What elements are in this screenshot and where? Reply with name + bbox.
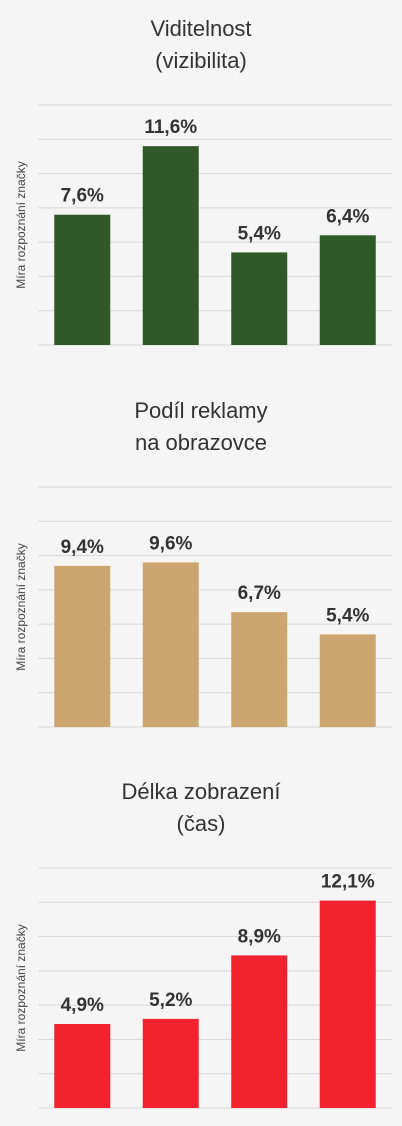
bar xyxy=(54,565,111,727)
y-axis-label: Míra rozpoznání značky xyxy=(14,543,28,670)
value-label: 11,6% xyxy=(144,117,197,138)
value-label: 6,4% xyxy=(326,206,369,227)
bar xyxy=(54,1024,111,1108)
bar xyxy=(231,955,288,1108)
value-label: 12,1% xyxy=(321,872,375,893)
bar xyxy=(142,1018,199,1108)
value-label: 9,6% xyxy=(149,533,192,554)
bar xyxy=(142,146,199,345)
bar xyxy=(231,252,288,345)
chart-title: (čas) xyxy=(177,811,226,836)
y-axis-label: Míra rozpoznání značky xyxy=(14,161,28,288)
bar xyxy=(319,900,376,1108)
value-label: 9,4% xyxy=(61,537,104,558)
value-label: 4,9% xyxy=(61,995,104,1016)
value-label: 5,4% xyxy=(326,605,369,626)
bar xyxy=(231,612,288,727)
value-label: 5,4% xyxy=(238,223,281,244)
y-axis-label: Míra rozpoznání značky xyxy=(14,924,28,1051)
chart-title: Podíl reklamy xyxy=(134,398,267,423)
chart-title: (vizibilita) xyxy=(155,48,247,73)
bar xyxy=(54,214,111,345)
chart-title: Délka zobrazení xyxy=(122,779,281,804)
value-label: 6,7% xyxy=(238,583,281,604)
chart-title: Viditelnost xyxy=(150,16,251,41)
chart: Viditelnost (vizibilita) Míra rozpoznání z… xyxy=(14,16,392,346)
bar xyxy=(142,562,199,727)
chart: Délka zobrazení (čas) Míra rozpoznání znač… xyxy=(14,779,392,1109)
bar xyxy=(319,634,376,727)
value-label: 5,2% xyxy=(149,990,192,1011)
value-label: 7,6% xyxy=(61,186,104,207)
value-label: 8,9% xyxy=(238,926,281,947)
bar xyxy=(319,235,376,345)
chart: Podíl reklamy na obrazovce Míra rozpoznání… xyxy=(14,398,392,728)
chart-title: na obrazovce xyxy=(135,430,267,455)
